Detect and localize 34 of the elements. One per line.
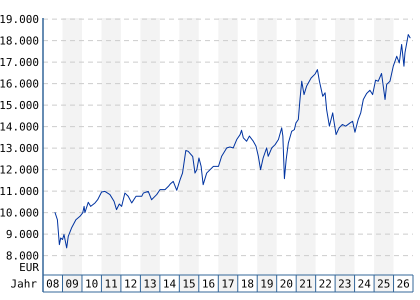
x-tick-label: 26 (396, 278, 410, 290)
y-tick-label: 13.000 (0, 142, 39, 156)
y-tick-label: 11.000 (0, 185, 39, 198)
y-tick-label: 16.000 (0, 78, 39, 91)
y-tick-label: 15.000 (0, 99, 39, 112)
x-tick-label: 14 (162, 278, 177, 290)
x-tick-label: 10 (84, 278, 98, 290)
x-tick-label: 13 (143, 278, 157, 290)
y-tick-label: 10.000 (0, 206, 39, 220)
x-tick-label: 08 (46, 278, 60, 290)
x-tick-label: 22 (318, 278, 332, 290)
x-tick-label: 11 (104, 278, 118, 290)
y-tick-label: 9.000 (6, 228, 39, 242)
y-axis-title: EUR (19, 261, 40, 274)
x-tick-label: 16 (202, 278, 216, 290)
x-tick-label: 19 (260, 278, 274, 290)
x-tick-label: 15 (182, 278, 196, 290)
x-axis-title: Jahr (10, 278, 38, 290)
x-tick-label: 25 (377, 278, 390, 290)
x-tick-label: 24 (358, 278, 372, 290)
y-tick-label: 14.000 (0, 120, 39, 134)
x-tick-label: 09 (66, 278, 79, 290)
x-tick-label: 18 (240, 278, 254, 290)
y-tick-label: 8.000 (6, 250, 39, 263)
x-tick-label: 23 (338, 278, 352, 290)
y-tick-label: 18.000 (0, 34, 39, 48)
y-tick-label: 19.000 (0, 13, 39, 26)
x-tick-label: 17 (221, 278, 235, 290)
line-series (54, 34, 411, 248)
x-tick-label: 21 (299, 278, 312, 290)
y-tick-label: 17.000 (0, 56, 39, 70)
x-tick-label: 20 (280, 278, 294, 290)
x-tick-label: 12 (124, 278, 138, 290)
y-tick-label: 12.000 (0, 164, 39, 177)
